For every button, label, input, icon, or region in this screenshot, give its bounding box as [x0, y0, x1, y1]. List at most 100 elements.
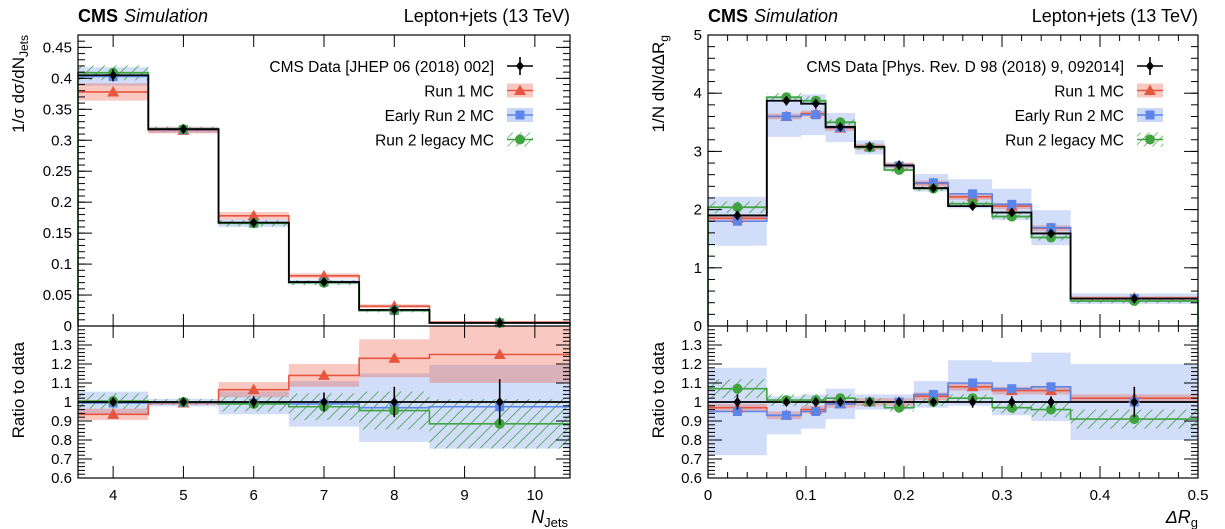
- run1-ratio-marker: [493, 348, 506, 359]
- data-ratio-marker: [1130, 397, 1139, 407]
- left-figure-panel: 4 5 6 7 8 9 10 0 0.05 0.1 0.15 0.2 0.25 0.3 0.35 0.4 0.4…: [9, 6, 571, 529]
- run2-legacy-ratio-step-line: [708, 387, 1198, 420]
- data-ratio-marker: [320, 397, 328, 407]
- early-run2-marker: [968, 189, 978, 199]
- data-ratio-marker: [109, 397, 118, 407]
- legend-entry-label: Run 1 MC: [424, 84, 494, 101]
- run2-legacy-step-line: [77, 71, 571, 326]
- data-marker: [836, 121, 845, 132]
- y-tick-label: 0.15: [43, 225, 72, 242]
- experiment-name: CMS: [708, 6, 748, 26]
- x-axis-label: NJets: [531, 507, 568, 529]
- y-tick-label: 0.25: [43, 163, 72, 180]
- run1-ratio-marker: [388, 352, 401, 363]
- data-marker: [1047, 228, 1055, 239]
- data-ratio-marker: [968, 397, 977, 407]
- y-tick-label: 4: [694, 85, 702, 102]
- data-ratio-marker: [733, 397, 742, 407]
- data-markers: [731, 92, 1141, 425]
- run1-ratio-step-line: [78, 353, 570, 416]
- legend-entry-label: Run 2 legacy MC: [375, 133, 494, 150]
- x-tick-label: 6: [250, 487, 258, 504]
- early-run2-marker: [732, 216, 742, 226]
- early-run2-ratio-marker: [732, 407, 742, 416]
- early-run2-ratio-marker: [968, 378, 978, 388]
- ratio-y-tick-label: 0.8: [681, 432, 702, 449]
- ratio-y-tick-label: 1.2: [51, 356, 72, 373]
- ratio-y-tick-label: 0.7: [681, 451, 702, 468]
- data-marker: [895, 160, 904, 171]
- data-step-line: [78, 74, 570, 324]
- run1-ratio-marker: [318, 369, 330, 380]
- data-marker: [390, 304, 399, 315]
- data-ratio-marker: [865, 397, 874, 407]
- ratio-y-tick-label: 0.9: [51, 413, 72, 430]
- cms-label: CMS Simulation: [78, 6, 208, 26]
- run2-legacy-ratio-marker: [732, 383, 743, 394]
- data-marker: [865, 141, 874, 152]
- simulation-label: Simulation: [124, 6, 208, 26]
- data-marker: [929, 183, 938, 194]
- x-tick-label: 5: [179, 487, 187, 504]
- x-tick-label: 0.2: [894, 487, 915, 504]
- y-axis-label-main: 1/N dN/dΔR: [649, 42, 668, 133]
- axis-ticks: 0 0.1 0.2 0.3 0.4 0.5 0 1 2 3 4 5 0.6 0.7 0.8 0.9 1 1.1 1.…: [681, 27, 1208, 504]
- x-axis-label-main: ΔR: [1165, 507, 1191, 527]
- ratio-y-tick-label: 1.2: [681, 356, 702, 373]
- ratio-y-tick-label: 0.7: [51, 451, 72, 468]
- legend: CMS Data [JHEP 06 (2018) 002] Run 1 MC Ear…: [269, 57, 533, 150]
- ratio-axis-label: Ratio to data: [649, 341, 668, 438]
- data-ratio-marker: [1007, 397, 1016, 407]
- histogram-steps: [77, 71, 571, 425]
- x-tick-label: 7: [320, 487, 328, 504]
- x-tick-label: 0.5: [1188, 487, 1209, 504]
- data-markers: [107, 67, 506, 429]
- early-run2-ratio-marker: [1007, 384, 1017, 394]
- legend-data-marker: [1146, 61, 1154, 71]
- data-marker: [109, 70, 118, 81]
- ratio-axis-label: Ratio to data: [9, 341, 28, 438]
- ratio-y-tick-label: 1.1: [51, 375, 72, 392]
- x-tick-label: 0: [704, 487, 712, 504]
- x-tick-label: 0.3: [992, 487, 1013, 504]
- mc-uncertainty-bands-main: [708, 93, 1198, 304]
- y-axis-label-sub: Jets: [17, 35, 31, 57]
- legend-entry-label: Early Run 2 MC: [385, 108, 494, 125]
- x-axis-label: ΔRg: [1165, 507, 1198, 529]
- x-tick-label: 0.1: [796, 487, 817, 504]
- run1-step-line: [78, 91, 570, 324]
- y-tick-label: 0: [64, 318, 72, 335]
- early-run2-marker: [811, 110, 821, 120]
- axis-ticks: 4 5 6 7 8 9 10 0 0.05 0.1 0.15 0.2 0.25 0.3 0.35 0.4 0.4…: [43, 35, 570, 504]
- data-ratio-marker: [782, 397, 791, 407]
- data-ratio-marker: [390, 397, 399, 407]
- ratio-y-tick-label: 0.9: [681, 413, 702, 430]
- run2-legacy-marker: [732, 202, 743, 213]
- data-marker: [811, 98, 820, 109]
- legend-entry-label: Early Run 2 MC: [1015, 108, 1124, 125]
- data-marker: [179, 124, 188, 135]
- x-axis-label-main: N: [531, 507, 545, 527]
- run1-marker: [107, 85, 120, 97]
- y-tick-label: 0.2: [51, 194, 72, 211]
- y-tick-label: 2: [694, 202, 702, 219]
- early-run2-marker: [1007, 199, 1017, 209]
- run1-ratio-marker: [247, 383, 260, 395]
- legend-circle-marker: [1145, 134, 1155, 145]
- y-axis-label-sub: g: [657, 35, 671, 42]
- ratio-y-tick-label: 0.6: [681, 470, 702, 487]
- data-marker: [320, 277, 328, 288]
- right-figure-panel: 0 0.1 0.2 0.3 0.4 0.5 0 1 2 3 4 5 0.6 0.7 0.8 0.9 1 1.1 1.…: [649, 6, 1208, 529]
- run2-legacy-ratio-marker: [1046, 404, 1056, 415]
- x-tick-label: 4: [109, 487, 117, 504]
- y-tick-label: 0.4: [51, 70, 72, 87]
- x-tick-label: 0.4: [1090, 487, 1111, 504]
- cms-label: CMS Simulation: [708, 6, 838, 26]
- data-ratio-marker: [179, 397, 188, 407]
- early-run2-ratio-marker: [811, 407, 821, 416]
- ratio-y-tick-label: 1.1: [681, 375, 702, 392]
- x-tick-label: 9: [460, 487, 468, 504]
- experiment-name: CMS: [78, 6, 118, 26]
- run1-marker: [247, 209, 260, 221]
- legend-square-marker: [515, 110, 525, 120]
